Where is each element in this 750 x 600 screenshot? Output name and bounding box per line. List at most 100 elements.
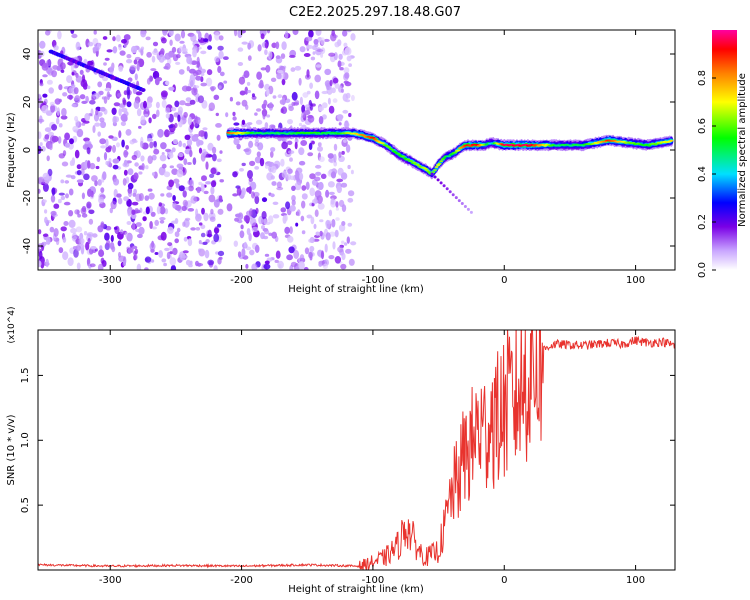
noise-speck xyxy=(38,93,41,99)
noise-speck xyxy=(181,255,189,259)
noise-speck xyxy=(271,165,277,174)
noise-speck xyxy=(143,100,147,109)
noise-speckle xyxy=(38,30,357,270)
noise-speck xyxy=(81,74,86,83)
noise-speck xyxy=(249,208,254,217)
noise-speck xyxy=(308,142,313,150)
noise-speck xyxy=(320,37,325,45)
noise-speck xyxy=(108,135,114,139)
noise-speck xyxy=(200,72,205,77)
noise-speck xyxy=(260,232,265,240)
noise-speck xyxy=(307,152,314,157)
noise-speck xyxy=(269,124,276,129)
noise-speck xyxy=(159,219,165,224)
ridge-tail-point xyxy=(469,210,473,214)
noise-speck xyxy=(298,122,303,127)
noise-speck xyxy=(134,208,139,213)
noise-speck xyxy=(249,160,256,167)
noise-speck xyxy=(340,172,348,180)
noise-speck xyxy=(309,82,313,89)
noise-speck xyxy=(127,233,133,242)
noise-speck xyxy=(165,80,170,86)
noise-speck xyxy=(263,263,271,270)
noise-speck xyxy=(202,241,208,245)
noise-speck xyxy=(214,31,221,41)
noise-speck xyxy=(44,216,48,224)
noise-speck xyxy=(270,147,276,152)
noise-speck xyxy=(100,145,107,149)
ridge-tail-point xyxy=(448,190,452,194)
noise-speck xyxy=(219,150,223,154)
noise-speck xyxy=(233,138,240,146)
noise-speck xyxy=(327,181,335,188)
noise-speck xyxy=(41,62,49,71)
noise-speck xyxy=(88,209,95,215)
noise-speck xyxy=(152,41,159,47)
noise-speck xyxy=(73,248,79,258)
noise-speck xyxy=(38,260,42,268)
ridge-point xyxy=(426,170,431,173)
noise-speck xyxy=(287,168,293,174)
noise-speck xyxy=(314,176,321,182)
noise-speck xyxy=(131,209,136,215)
noise-speck xyxy=(58,123,63,128)
noise-speck xyxy=(73,97,80,101)
noise-speck xyxy=(340,263,347,270)
noise-speck xyxy=(331,218,336,228)
noise-speck xyxy=(99,138,107,145)
noise-speck xyxy=(343,80,349,84)
noise-speck xyxy=(306,44,314,49)
noise-speck xyxy=(158,54,165,63)
noise-speck xyxy=(57,30,62,40)
noise-speck xyxy=(112,36,116,42)
y-tick-label: 0.5 xyxy=(20,497,31,513)
noise-speck xyxy=(350,169,354,175)
spectrogram-y-label: Frequency (Hz) xyxy=(6,112,17,188)
noise-speck xyxy=(299,254,305,262)
noise-speck xyxy=(178,152,184,158)
noise-speck xyxy=(97,263,104,270)
noise-speck xyxy=(43,199,47,203)
noise-speck xyxy=(64,142,70,148)
noise-speck xyxy=(88,218,94,225)
noise-speck xyxy=(182,143,187,148)
noise-speck xyxy=(309,173,316,180)
noise-speck xyxy=(268,215,274,224)
noise-speck xyxy=(123,169,128,176)
noise-speck xyxy=(246,228,251,236)
noise-speck xyxy=(302,92,309,98)
noise-speck xyxy=(87,41,94,47)
noise-speck xyxy=(113,178,120,186)
noise-speck xyxy=(136,108,142,117)
noise-speck xyxy=(271,231,278,239)
noise-speck xyxy=(106,91,111,101)
noise-speck xyxy=(75,245,82,252)
noise-speck xyxy=(237,251,242,258)
noise-speck xyxy=(134,254,138,260)
noise-speck xyxy=(51,70,57,78)
noise-speck xyxy=(295,222,299,227)
noise-speck xyxy=(215,251,219,255)
snr-series-line xyxy=(38,330,675,570)
noise-speck xyxy=(318,181,324,191)
colorbar-ticks: 0.0 0.2 0.4 0.6 0.8 xyxy=(697,70,716,278)
figure-title: C2E2.2025.297.18.48.G07 xyxy=(289,5,461,20)
noise-speck xyxy=(343,67,350,74)
noise-speck xyxy=(236,143,241,150)
noise-speck xyxy=(315,64,322,68)
noise-speck xyxy=(309,102,314,111)
noise-speck xyxy=(245,246,252,251)
x-tick-label: -100 xyxy=(362,575,385,586)
noise-speck xyxy=(325,219,331,229)
noise-speck xyxy=(145,206,150,215)
noise-speck xyxy=(195,227,201,231)
noise-speck xyxy=(213,265,218,270)
noise-speck xyxy=(338,199,345,208)
noise-speck xyxy=(148,192,155,200)
noise-speck xyxy=(187,208,195,212)
noise-speck xyxy=(133,59,138,65)
noise-speck xyxy=(113,102,121,107)
noise-speck xyxy=(337,246,344,253)
noise-speck xyxy=(53,45,59,51)
noise-speck xyxy=(159,154,167,162)
